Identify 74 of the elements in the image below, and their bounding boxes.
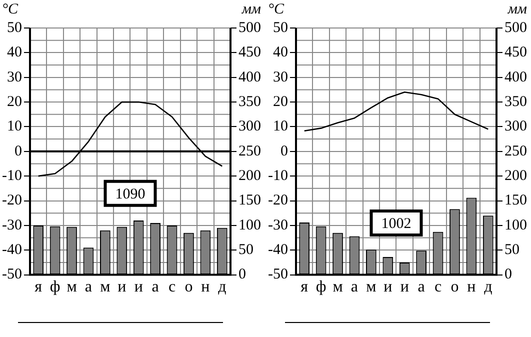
y-axis-title: °C [2,1,19,18]
y2-axis-title: мм [240,1,262,18]
x-tick-label: д [218,278,226,296]
y-tick-label: 50 [6,20,22,36]
y2-tick-label: 450 [238,44,261,61]
annotation: 1090 [115,186,146,202]
x-tick-label: я [300,278,309,296]
y-tick-label: -20 [2,192,22,209]
y2-tick-label: 450 [504,44,527,61]
y2-tick-label: 300 [504,118,527,135]
y2-tick-label: 500 [238,20,261,36]
y2-tick-label: 200 [238,168,261,184]
y2-tick-label: 100 [238,217,261,234]
x-tick-label: м [100,278,110,296]
x-tick-label: а [152,278,159,296]
y-tick-label: -40 [268,242,288,258]
y-tick-label: 10 [272,118,288,135]
x-tick-label: ф [316,278,326,296]
x-tick-label: м [366,278,376,296]
x-tick-label: н [201,278,210,296]
y-tick-label: -30 [2,217,22,234]
y2-tick-label: 300 [238,118,261,135]
y-tick-label: -50 [268,266,288,283]
y2-tick-label: 400 [238,69,261,86]
y2-tick-label: 350 [238,94,261,110]
x-tick-label: и [134,278,144,296]
y2-tick-label: 200 [504,168,527,184]
y2-tick-label: 100 [504,217,527,234]
x-tick-label: н [467,278,476,296]
y-tick-label: 30 [272,69,288,86]
y-tick-label: -20 [268,192,288,209]
y2-tick-label: 250 [504,143,527,160]
x-tick-label: о [184,278,193,296]
x-tick-label: и [118,278,127,296]
annotation: 1002 [381,216,412,232]
y-tick-label: 40 [272,44,288,61]
y2-tick-label: 0 [238,266,246,283]
y-tick-label: -40 [2,242,22,258]
x-tick-label: с [168,278,176,296]
x-tick-label: м [66,278,77,296]
x-tick-label: и [384,278,393,296]
y-tick-label: 50 [272,20,288,36]
x-tick-label: м [332,278,343,296]
y-tick-label: -50 [2,266,22,283]
x-tick-label: д [484,278,492,296]
y-tick-label: -30 [268,217,288,234]
x-tick-label: а [418,278,425,296]
y2-tick-label: 150 [504,192,527,209]
y-tick-label: 20 [6,94,22,110]
y-tick-label: 0 [280,143,288,160]
y2-tick-label: 400 [504,69,527,86]
x-tick-label: а [84,278,92,296]
y2-tick-label: 50 [504,242,520,258]
x-tick-label: и [400,278,410,296]
y-axis-title: °C [268,1,285,18]
y-tick-label: -10 [2,168,22,184]
x-tick-label: с [434,278,442,296]
y2-tick-label: 500 [504,20,527,36]
x-tick-label: а [350,278,358,296]
y-tick-label: 0 [14,143,22,160]
x-tick-label: о [450,278,459,296]
y2-tick-label: 50 [238,242,254,258]
y2-tick-label: 0 [504,266,512,283]
x-tick-label: ф [50,278,60,296]
y2-tick-label: 150 [238,192,261,209]
x-tick-label: я [34,278,43,296]
y2-tick-label: 350 [504,94,527,110]
y-tick-label: -10 [268,168,288,184]
y-tick-label: 20 [272,94,288,110]
y-tick-label: 40 [6,44,22,61]
y2-tick-label: 250 [238,143,261,160]
y-tick-label: 30 [6,69,22,86]
y2-axis-title: мм [506,1,528,18]
y-tick-label: 10 [6,118,22,135]
